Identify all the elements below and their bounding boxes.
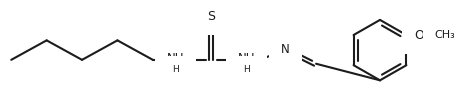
Text: NH: NH — [238, 52, 255, 65]
Text: H: H — [172, 65, 179, 74]
Text: H: H — [243, 65, 250, 74]
Text: N: N — [281, 43, 290, 56]
Text: NH: NH — [167, 52, 184, 65]
Text: S: S — [207, 10, 215, 22]
Text: CH₃: CH₃ — [434, 30, 455, 40]
Text: O: O — [414, 29, 424, 41]
